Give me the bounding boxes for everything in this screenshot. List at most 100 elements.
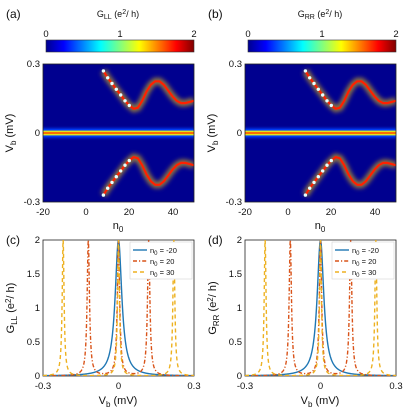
colorbar-title: GRR (e2/ h) <box>298 9 343 21</box>
y-tick-label: 0.5 <box>229 337 242 348</box>
x-axis-label: n0 <box>113 220 124 234</box>
y-tick-label: 2 <box>237 235 242 246</box>
y-tick-label: 0.3 <box>229 59 242 70</box>
x-tick-label: -0.3 <box>35 381 51 392</box>
state-point <box>325 163 329 167</box>
colorbar-title: GLL (e2/ h) <box>97 9 139 21</box>
state-point <box>308 186 312 190</box>
y-tick-label: 2 <box>35 235 40 246</box>
state-point <box>303 193 308 197</box>
panel-label: (a) <box>6 7 21 21</box>
y-axis-label: Vb (mV) <box>206 114 220 153</box>
state-point <box>312 180 316 185</box>
heatmap-features <box>245 69 396 197</box>
state-curve <box>102 70 194 110</box>
y-axis-label: Vb (mV) <box>4 114 18 153</box>
colorbar-tick: 1 <box>117 29 122 40</box>
legend-entry: n0 = 20 <box>352 257 376 268</box>
state-point <box>101 69 106 73</box>
legend-entry: n0 = 30 <box>150 268 174 279</box>
colorbar-tick: 2 <box>393 29 398 40</box>
y-tick-label: 1 <box>35 303 40 314</box>
panel-label: (b) <box>208 7 223 21</box>
state-point <box>316 87 320 92</box>
x-tick-label: 0 <box>318 381 323 392</box>
conductance-series-line <box>245 240 396 376</box>
x-tick-label: 20 <box>326 207 337 218</box>
state-point <box>321 169 325 173</box>
legend: n0 = -20 n0 = 20 n0 = 30 <box>331 241 395 280</box>
panel-a: (a) GLL (e2/ h) 0 1 2 0.3 0 -0.3 -20 0 2… <box>4 7 197 234</box>
heatmap-features <box>43 69 194 197</box>
zero-bias-band <box>43 125 194 141</box>
panel-b: (b) GRR (e2/ h) 0 1 2 0.3 0 -0.3 -20 0 2… <box>206 7 399 234</box>
conductance-series-line <box>245 240 396 376</box>
colorbar-tick: 0 <box>245 29 250 40</box>
y-tick-label: 1.5 <box>229 269 242 280</box>
panel-label: (d) <box>208 233 223 247</box>
y-tick-label: 0.5 <box>27 337 40 348</box>
conductance-series-line <box>43 240 194 376</box>
state-point <box>110 180 114 185</box>
zero-bias-band <box>245 125 396 141</box>
plot-frame <box>244 63 397 203</box>
state-point <box>312 81 316 86</box>
y-axis-label: GRR (e2/ h) <box>206 281 221 334</box>
x-tick-label: 0 <box>116 381 121 392</box>
y-tick-label: -0.3 <box>226 197 242 208</box>
state-point <box>325 99 329 103</box>
state-point <box>119 93 123 97</box>
x-tick-label: -0.3 <box>237 381 253 392</box>
x-tick-label: 0 <box>83 207 88 218</box>
colorbar <box>247 39 397 53</box>
legend-entry: n0 = -20 <box>352 246 379 257</box>
y-tick-label: 0 <box>237 128 242 139</box>
x-tick-label: 0.3 <box>187 381 200 392</box>
x-tick-label: 0 <box>285 207 290 218</box>
colorbar-tick: 1 <box>319 29 324 40</box>
x-tick-label: 20 <box>124 207 135 218</box>
state-point <box>123 99 127 103</box>
panel-label: (c) <box>6 233 20 247</box>
legend-box <box>129 241 193 280</box>
panel-d: (d) 2 1.5 1 0.5 0 -0.3 0 0.3 Vb (mV) GRR… <box>206 233 403 409</box>
state-point <box>119 169 123 173</box>
state-point <box>110 81 114 86</box>
plot-frame <box>42 63 195 203</box>
colorbar <box>45 39 195 53</box>
legend-entry: n0 = 30 <box>352 268 376 279</box>
legend: n0 = -20 n0 = 20 n0 = 30 <box>129 241 193 280</box>
state-point <box>106 186 110 190</box>
state-curve <box>304 70 396 110</box>
x-axis-label: n0 <box>315 220 326 234</box>
x-tick-label: -20 <box>238 207 252 218</box>
legend-entry: n0 = -20 <box>150 246 177 257</box>
colorbar-tick: 0 <box>43 29 48 40</box>
x-axis-label: Vb (mV) <box>99 395 138 409</box>
colorbar-tick: 2 <box>191 29 196 40</box>
state-point <box>127 103 131 108</box>
heatmap-curves <box>302 69 396 197</box>
state-point <box>114 175 119 179</box>
y-tick-label: 0 <box>35 371 40 382</box>
x-tick-label: 40 <box>168 207 179 218</box>
state-curve <box>102 156 194 196</box>
state-point <box>329 158 333 163</box>
legend-box <box>331 241 395 280</box>
legend-entry: n0 = 20 <box>150 257 174 268</box>
y-tick-label: 1.5 <box>27 269 40 280</box>
state-point <box>316 175 320 179</box>
series-group <box>43 240 194 376</box>
x-tick-label: -20 <box>36 207 50 218</box>
y-tick-label: 0 <box>237 371 242 382</box>
y-tick-label: 0 <box>35 128 40 139</box>
conductance-series-line <box>43 240 194 376</box>
state-point <box>127 158 131 163</box>
x-tick-label: 40 <box>370 207 381 218</box>
state-point <box>321 93 325 97</box>
state-point <box>101 193 106 197</box>
panel-c: (c) 2 1.5 1 0.5 0 -0.3 0 0.3 Vb (mV) GLL… <box>4 233 201 409</box>
y-axis-label: GLL (e2/ h) <box>4 283 19 334</box>
state-point <box>106 76 110 80</box>
